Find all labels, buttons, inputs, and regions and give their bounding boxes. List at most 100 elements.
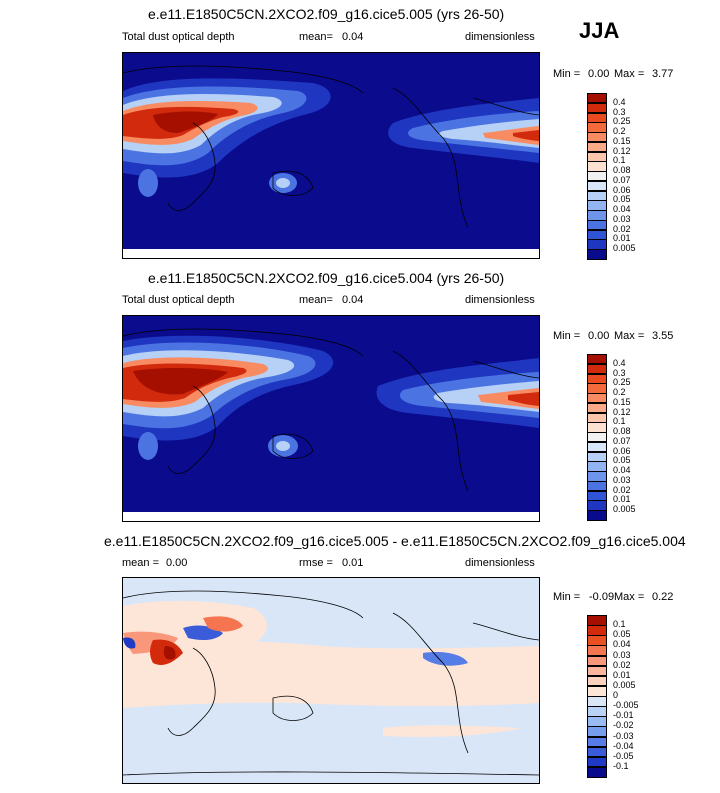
panel2-colorbar-tick-label: 0.02: [613, 484, 631, 495]
panel1-mean-label: mean=: [299, 31, 333, 43]
panel2-colorbar-tick-label: 0.25: [613, 377, 631, 388]
panel1-max-value: 3.77: [652, 68, 674, 80]
panel3-colorbar: 0.1 0.05 0.04 0.03 0.02 0.01 0.005 0 -0.005 -0.01…: [587, 615, 667, 778]
panel3-difference-hotspots: [123, 616, 468, 666]
panel3-colorbar-tick-label: 0: [613, 690, 619, 700]
panel3-colorbar-swatch: [587, 655, 607, 667]
panel1-antarctica-mask: [123, 249, 539, 258]
panel3-max-label: Max =: [614, 591, 645, 603]
panel3-colorbar-tick-label: 0.04: [613, 639, 631, 650]
panel2-antarctica-mask: [123, 512, 539, 521]
panel2-colorbar-tick-label: 0.3: [613, 367, 626, 378]
panel1-colorbar-tick-label: 0.25: [613, 116, 631, 127]
panel2-dust-field-atlantic: [376, 358, 539, 428]
panel2-variable: Total dust optical depth: [122, 294, 235, 306]
panel1-colorbar-tick-label: 0.2: [613, 126, 626, 137]
panel1-dust-field-africa-asia: [123, 78, 331, 178]
panel2-colorbar: 0.4 0.3 0.25 0.2 0.15 0.12 0.1 0.08 0.07 0.06 0.05…: [587, 354, 667, 521]
panel2-colorbar-tick-label: 0.12: [613, 406, 631, 417]
panel1-colorbar-tick-label: 0.3: [613, 106, 626, 117]
panel2-max-value: 3.55: [652, 330, 674, 342]
panel2-max-label: Max =: [614, 330, 645, 342]
panel3-colorbar-swatch: [587, 625, 607, 636]
panel3-colorbar-tick-label: -0.03: [613, 730, 634, 741]
panel1-dust-field-atlantic: [388, 98, 539, 163]
panel2-mean-label: mean=: [299, 294, 333, 306]
panel2-colorbar-tick-label: 0.06: [613, 445, 631, 456]
panel2-map: [122, 315, 540, 522]
panel3-colorbar-swatch: [587, 615, 607, 626]
panel1-colorbar-tick-label: 0.02: [613, 223, 631, 234]
panel3-map: [122, 577, 540, 784]
panel3-colorbar-swatch: [587, 766, 607, 778]
panel1-colorbar-tick-label: 0.005: [613, 243, 636, 254]
panel2-colorbar-tick-label: 0.15: [613, 396, 631, 407]
panel2-colorbar-tick-label: 0.2: [613, 387, 626, 398]
panel2-colorbar-swatch: [587, 510, 607, 521]
panel3-colorbar-swatch: [587, 696, 607, 707]
panel1-min-value: 0.00: [588, 68, 610, 80]
panel1-colorbar-tick-label: 0.12: [613, 145, 631, 156]
panel3-title: e.e11.E1850C5CN.2XCO2.f09_g16.cice5.005 …: [104, 533, 686, 549]
panel1-units: dimensionless: [465, 31, 535, 43]
panel1-colorbar: 0.4 0.3 0.25 0.2 0.15 0.12 0.1 0.08 0.07 0.06 0.05…: [587, 93, 667, 260]
panel2-min-label: Min =: [553, 330, 581, 342]
panel3-colorbar-swatch: [587, 635, 607, 646]
panel1-mean-value: 0.04: [342, 31, 364, 43]
panel2-min-value: 0.00: [588, 330, 610, 342]
panel3-colorbar-swatch: [587, 726, 607, 738]
panel2-colorbar-tick-label: 0.07: [613, 435, 631, 446]
panel1-dust-field-australia: [138, 169, 297, 197]
panel3-min-label: Min =: [553, 591, 581, 603]
panel1-colorbar-tick-label: 0.1: [613, 155, 626, 166]
panel1-colorbar-tick-label: 0.4: [613, 96, 626, 107]
panel3-colorbar-swatch: [587, 756, 607, 768]
panel2-units: dimensionless: [465, 294, 535, 306]
panel2-mean-value: 0.04: [342, 294, 364, 306]
panel3-units: dimensionless: [465, 557, 535, 569]
panel2-colorbar-tick-label: 0.01: [613, 494, 631, 505]
season-label: JJA: [579, 18, 620, 43]
panel2-colorbar-tick-label: 0.08: [613, 426, 631, 437]
panel3-colorbar-tick-label: 0.01: [613, 669, 631, 680]
panel3-colorbar-swatch: [587, 645, 607, 657]
panel1-colorbar-tick-label: 0.04: [613, 204, 631, 215]
panel2-dust-field-australia: [138, 432, 298, 460]
panel2-title: e.e11.E1850C5CN.2XCO2.f09_g16.cice5.004 …: [148, 270, 505, 286]
panel3-colorbar-tick-label: -0.02: [613, 720, 634, 731]
panel2-colorbar-tick-label: 0.03: [613, 474, 631, 485]
panel3-colorbar-tick-label: -0.01: [613, 710, 634, 721]
panel3-colorbar-swatch: [587, 716, 607, 727]
panel3-colorbar-swatch: [587, 736, 607, 748]
panel1-colorbar-tick-label: 0.07: [613, 174, 631, 185]
panel3-mean-label: mean =: [122, 557, 159, 569]
panel3-mean-value: 0.00: [166, 557, 188, 569]
panel2-colorbar-tick-label: 0.005: [613, 504, 636, 515]
panel1-coastlines: [123, 65, 539, 229]
panel1-colorbar-tick-label: 0.01: [613, 233, 631, 244]
panel3-coastlines: [123, 590, 539, 776]
panel1-map: [122, 52, 540, 259]
panel2-coastlines: [123, 328, 539, 492]
panel3-colorbar-tick-label: -0.04: [613, 740, 634, 751]
panel3-rmse-value: 0.01: [342, 557, 364, 569]
panel3-colorbar-tick-label: 0.05: [613, 629, 631, 640]
panel1-max-label: Max =: [614, 68, 645, 80]
panel1-colorbar-tick-label: 0.03: [613, 213, 631, 224]
panel3-colorbar-tick-label: -0.005: [613, 700, 639, 711]
panel1-colorbar-swatch: [587, 249, 607, 260]
panel2-dust-field-africa-asia: [123, 335, 334, 441]
panel1-colorbar-tick-label: 0.05: [613, 194, 631, 205]
panel1-colorbar-tick-label: 0.06: [613, 184, 631, 195]
panel1-min-label: Min =: [553, 68, 581, 80]
panel2-colorbar-tick-label: 0.04: [613, 465, 631, 476]
panel3-colorbar-swatch: [587, 706, 607, 717]
panel2-colorbar-tick-label: 0.1: [613, 416, 626, 427]
panel2-colorbar-tick-label: 0.05: [613, 455, 631, 466]
panel1-colorbar-tick-label: 0.15: [613, 135, 631, 146]
panel1-variable: Total dust optical depth: [122, 31, 235, 43]
panel3-max-value: 0.22: [652, 591, 674, 603]
panel2-colorbar-tick-label: 0.4: [613, 357, 626, 368]
panel3-colorbar-tick-label: 0.02: [613, 659, 631, 670]
panel1-title: e.e11.E1850C5CN.2XCO2.f09_g16.cice5.005 …: [148, 6, 505, 22]
